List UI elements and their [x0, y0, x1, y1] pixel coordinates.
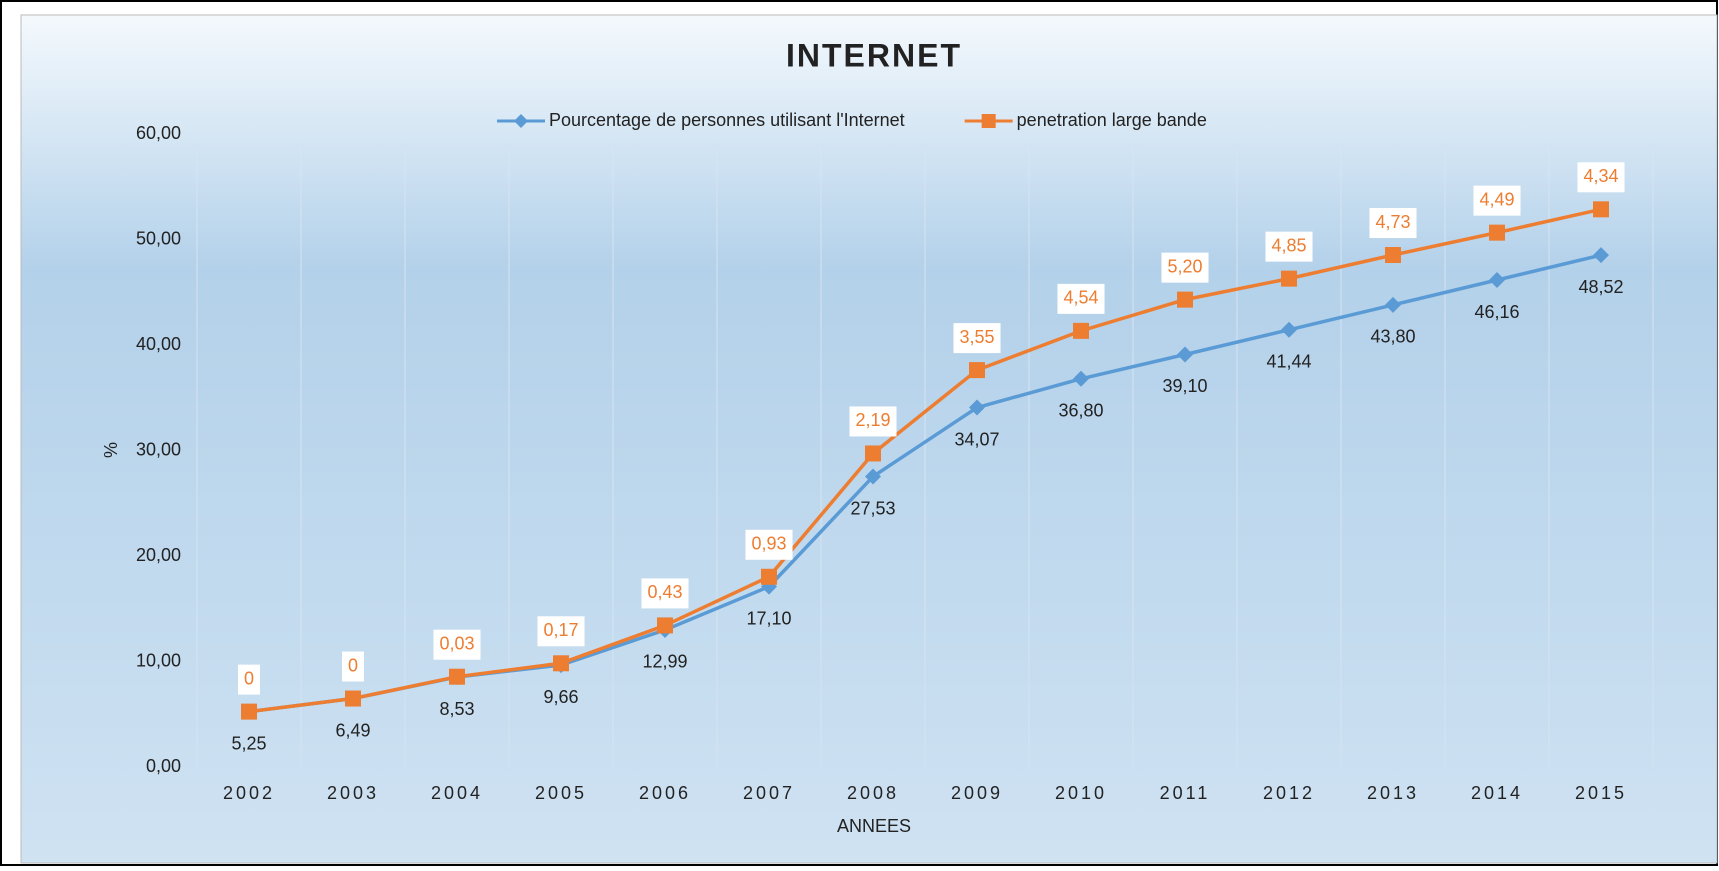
marker: [1489, 224, 1505, 241]
legend-label: Pourcentage de personnes utilisant l'Int…: [549, 110, 905, 130]
x-tick-label: 2014: [1471, 783, 1523, 803]
y-tick-label: 30,00: [136, 439, 181, 459]
data-label-box: [537, 616, 585, 647]
data-label: 12,99: [642, 652, 687, 672]
data-label: 0: [348, 655, 358, 675]
data-label: 9,66: [543, 687, 578, 707]
data-label: 2,19: [855, 410, 890, 430]
data-label: 48,52: [1578, 277, 1623, 297]
marker: [1281, 270, 1297, 287]
data-label-box: [1057, 283, 1105, 314]
data-label: 0: [244, 668, 254, 688]
marker: [865, 468, 881, 485]
data-label-box: [1369, 208, 1417, 239]
data-label: 0,17: [543, 620, 578, 640]
data-label: 0,03: [439, 633, 474, 653]
marker: [1489, 272, 1505, 289]
chart-title: INTERNET: [786, 37, 962, 73]
x-tick-label: 2002: [223, 783, 275, 803]
data-label-box: [849, 406, 897, 437]
x-tick-label: 2007: [743, 783, 795, 803]
y-tick-label: 20,00: [136, 545, 181, 565]
data-label: 4,73: [1375, 212, 1410, 232]
marker: [969, 362, 985, 379]
marker: [657, 617, 673, 634]
data-label: 41,44: [1266, 352, 1311, 372]
data-label: 8,53: [439, 699, 474, 719]
data-label: 4,34: [1583, 166, 1618, 186]
data-label: 4,54: [1063, 288, 1098, 308]
data-label: 3,55: [959, 327, 994, 347]
plot-background: [20, 14, 1718, 864]
marker: [1593, 247, 1609, 264]
data-label: 4,85: [1271, 235, 1306, 255]
x-tick-label: 2006: [639, 783, 691, 803]
data-label-box: [1473, 185, 1521, 216]
data-label-box: [745, 529, 793, 560]
x-axis-label: ANNEES: [837, 816, 911, 836]
data-label-box: [641, 578, 689, 609]
y-tick-label: 60,00: [136, 123, 181, 143]
series-line: [248, 207, 1602, 714]
data-label: 27,53: [850, 498, 895, 518]
data-label: 0,93: [751, 534, 786, 554]
data-label: 5,20: [1167, 256, 1202, 276]
marker: [1593, 201, 1609, 218]
marker: [865, 445, 881, 462]
data-label: 34,07: [954, 429, 999, 449]
data-label-box: [1161, 252, 1209, 283]
x-tick-label: 2008: [847, 783, 899, 803]
marker: [241, 703, 257, 720]
marker: [1177, 346, 1193, 363]
x-tick-label: 2015: [1575, 783, 1627, 803]
marker: [553, 655, 569, 672]
data-label: 4,49: [1479, 189, 1514, 209]
x-tick-label: 2012: [1263, 783, 1315, 803]
data-label: 0,43: [647, 582, 682, 602]
marker: [1385, 296, 1401, 313]
marker: [449, 668, 465, 685]
data-label-box: [1265, 231, 1313, 262]
data-label: 5,25: [231, 733, 266, 753]
x-tick-label: 2005: [535, 783, 587, 803]
x-tick-label: 2003: [327, 783, 379, 803]
marker: [761, 568, 777, 585]
data-label-box: [433, 629, 481, 660]
data-label: 46,16: [1474, 302, 1519, 322]
marker: [969, 399, 985, 416]
data-label: 6,49: [335, 720, 370, 740]
marker: [1281, 321, 1297, 338]
marker: [1385, 247, 1401, 264]
data-label: 17,10: [746, 608, 791, 628]
data-label: 39,10: [1162, 376, 1207, 396]
marker: [345, 690, 361, 707]
x-tick-label: 2010: [1055, 783, 1107, 803]
legend-label: penetration large bande: [1017, 110, 1207, 130]
y-tick-label: 10,00: [136, 650, 181, 670]
marker: [1073, 322, 1089, 339]
data-label: 36,80: [1058, 401, 1103, 421]
x-tick-label: 2009: [951, 783, 1003, 803]
data-label-box: [953, 323, 1001, 354]
y-tick-label: 50,00: [136, 228, 181, 248]
x-tick-label: 2004: [431, 783, 483, 803]
data-label-box: [341, 651, 365, 682]
legend-marker: [514, 114, 528, 128]
x-tick-label: 2013: [1367, 783, 1419, 803]
x-tick-label: 2011: [1160, 783, 1211, 803]
y-axis-label: %: [101, 442, 121, 458]
data-label-box: [1577, 162, 1625, 193]
legend-marker: [981, 114, 996, 128]
data-label: 43,80: [1370, 327, 1415, 347]
y-tick-label: 40,00: [136, 334, 181, 354]
marker: [1177, 291, 1193, 308]
marker: [1073, 370, 1089, 387]
data-label-box: [237, 664, 261, 695]
y-tick-label: 0,00: [146, 756, 181, 776]
